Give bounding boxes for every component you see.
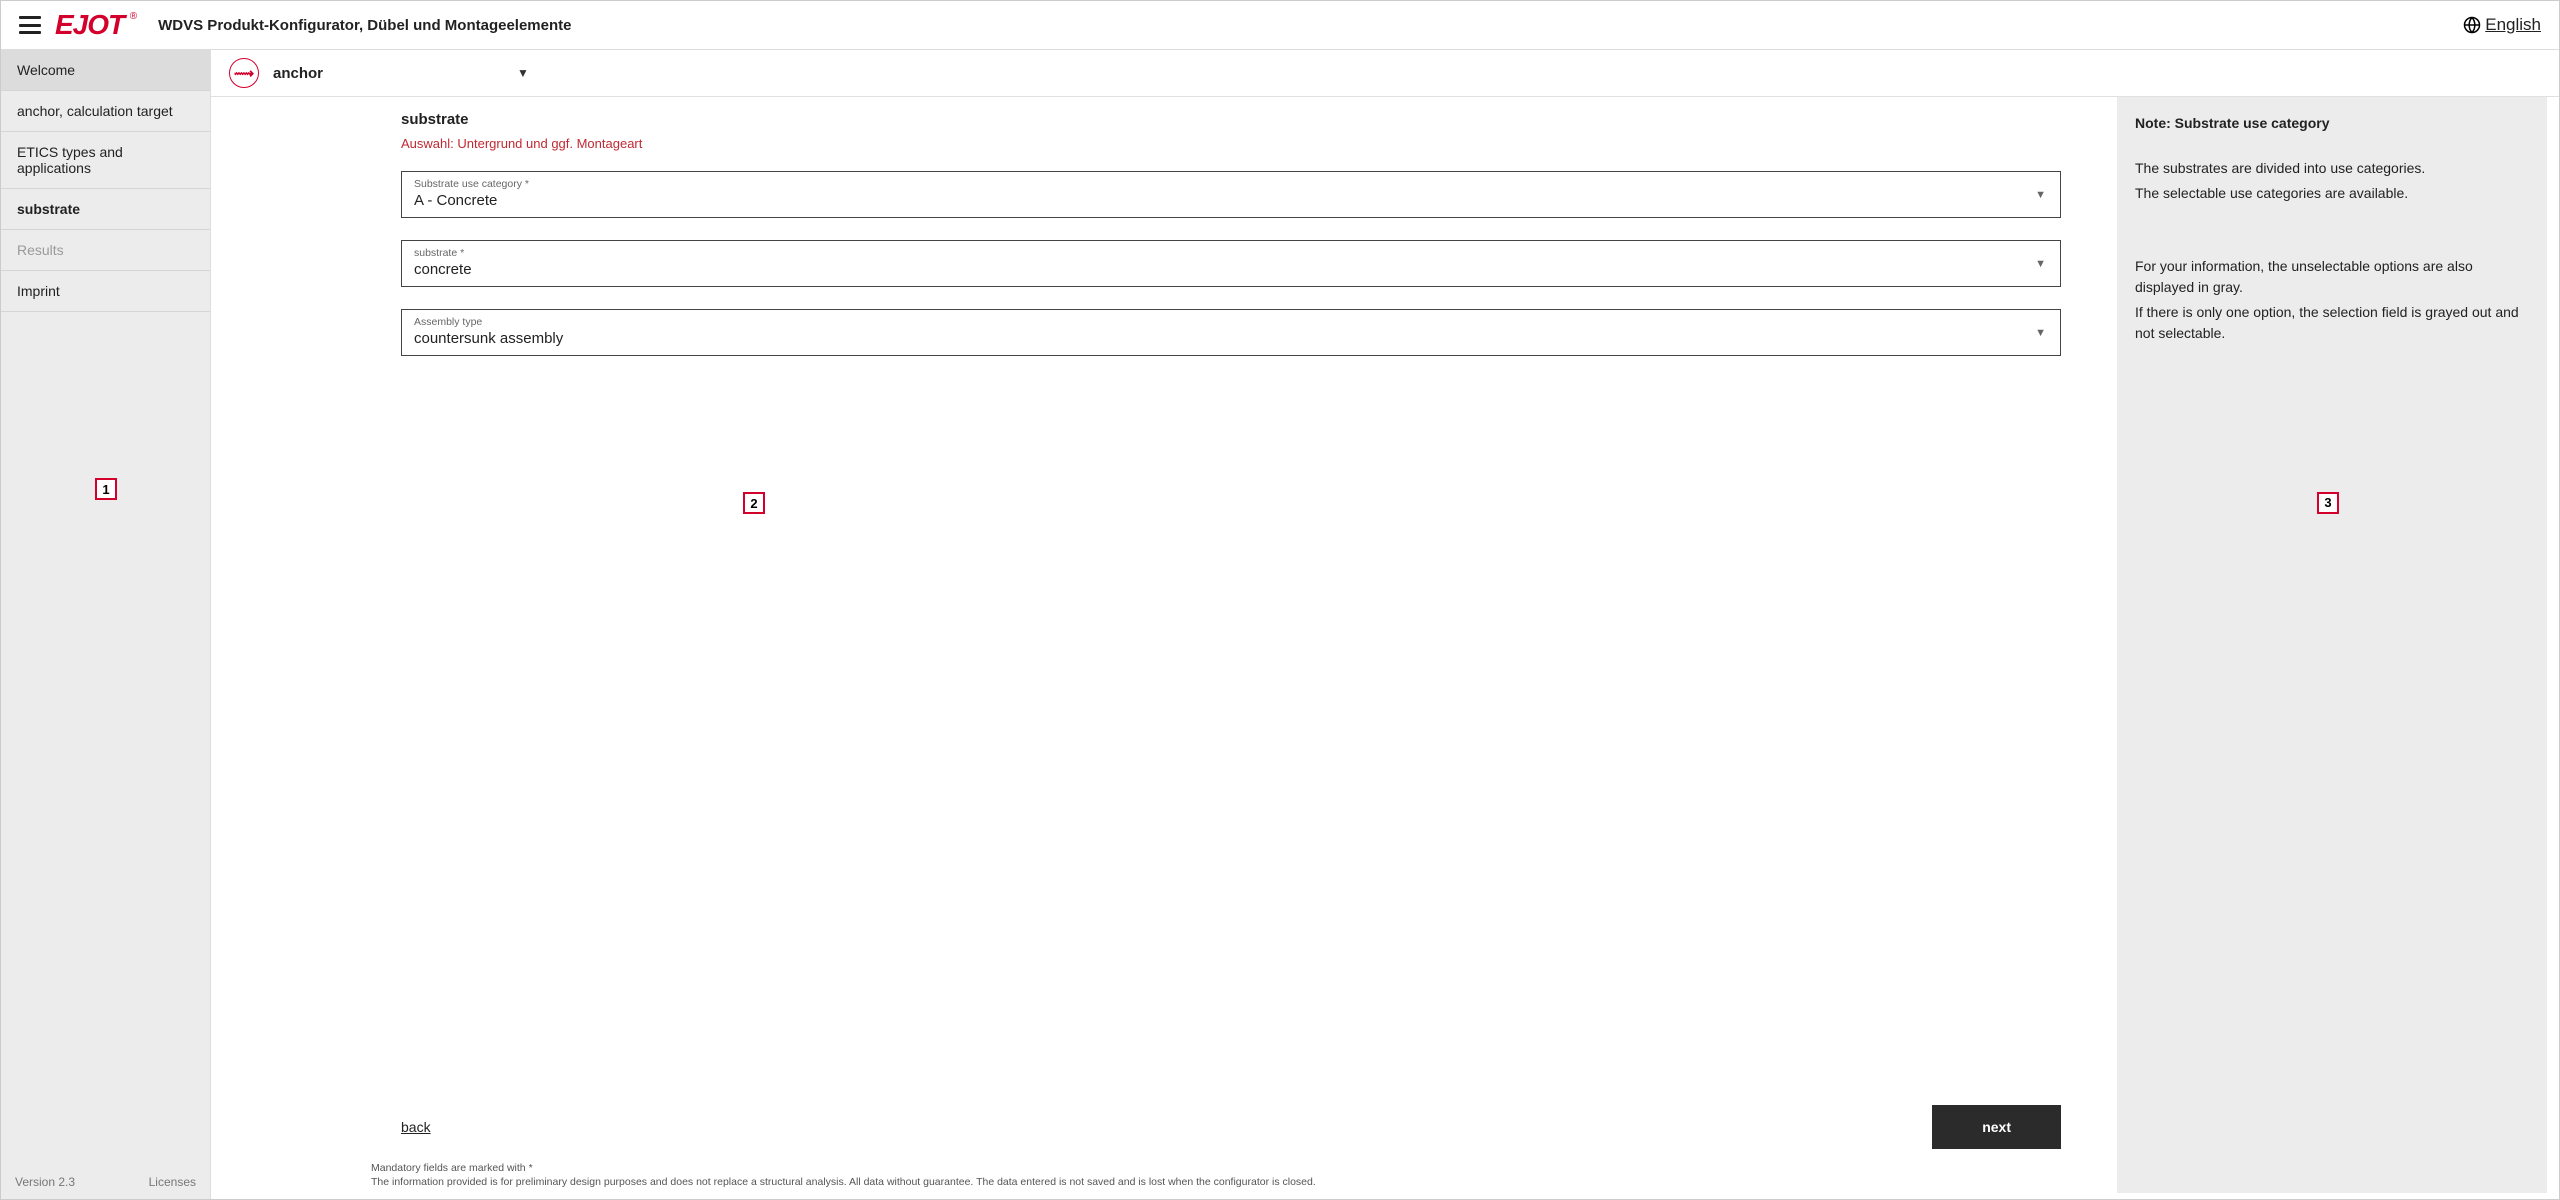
note-paragraph: The selectable use categories are availa… xyxy=(2135,183,2529,204)
select-substrate-category[interactable]: Substrate use category * A - Concrete ▼ xyxy=(401,171,2061,218)
sidebar: Welcome anchor, calculation target ETICS… xyxy=(1,50,211,1199)
note-paragraph: For your information, the unselectable o… xyxy=(2135,256,2529,298)
note-paragraph: If there is only one option, the selecti… xyxy=(2135,302,2529,344)
globe-icon xyxy=(2463,16,2481,34)
footnote-line: Mandatory fields are marked with * xyxy=(371,1161,2061,1175)
select-value: countersunk assembly xyxy=(414,330,2048,347)
note-title: Note: Substrate use category xyxy=(2135,113,2529,134)
menu-icon[interactable] xyxy=(19,16,41,34)
version-label: Version 2.3 xyxy=(15,1175,75,1189)
content-area: ⟿ anchor ▼ substrate Auswahl: Untergrund… xyxy=(211,50,2559,1199)
callout-3: 3 xyxy=(2317,492,2339,514)
panels-row: substrate Auswahl: Untergrund und ggf. M… xyxy=(211,97,2559,1199)
note-panel: Note: Substrate use category The substra… xyxy=(2117,97,2547,1193)
form-footnote: Mandatory fields are marked with * The i… xyxy=(371,1161,2061,1189)
select-label: substrate * xyxy=(414,247,2048,259)
next-button[interactable]: next xyxy=(1932,1105,2061,1149)
topbar-selected-label: anchor xyxy=(273,65,323,82)
select-label: Assembly type xyxy=(414,316,2048,328)
back-button[interactable]: back xyxy=(401,1109,431,1145)
sidebar-item-results: Results xyxy=(1,230,210,271)
select-value: A - Concrete xyxy=(414,192,2048,209)
select-substrate[interactable]: substrate * concrete ▼ xyxy=(401,240,2061,287)
note-paragraph: The substrates are divided into use cate… xyxy=(2135,158,2529,179)
callout-1: 1 xyxy=(95,478,117,500)
select-label: Substrate use category * xyxy=(414,178,2048,190)
sidebar-item-substrate[interactable]: substrate xyxy=(1,189,210,230)
chevron-down-icon: ▼ xyxy=(2035,327,2046,339)
header-left: EJOT WDVS Produkt-Konfigurator, Dübel un… xyxy=(19,9,571,41)
sidebar-footer: Version 2.3 Licenses xyxy=(1,1165,210,1199)
chevron-down-icon: ▼ xyxy=(2035,189,2046,201)
sidebar-item-imprint[interactable]: Imprint xyxy=(1,271,210,312)
select-assembly-type[interactable]: Assembly type countersunk assembly ▼ xyxy=(401,309,2061,356)
form-panel: substrate Auswahl: Untergrund und ggf. M… xyxy=(223,97,2099,1193)
language-selector[interactable]: English xyxy=(2463,15,2541,35)
topbar-dropdown-caret[interactable]: ▼ xyxy=(517,66,529,80)
form-actions: back next xyxy=(401,1075,2061,1149)
language-label: English xyxy=(2485,15,2541,35)
app-title: WDVS Produkt-Konfigurator, Dübel und Mon… xyxy=(158,17,571,34)
brand-logo: EJOT xyxy=(55,9,124,41)
sidebar-item-anchor-target[interactable]: anchor, calculation target xyxy=(1,91,210,132)
content-topbar: ⟿ anchor ▼ xyxy=(211,50,2559,97)
form-title: substrate xyxy=(401,111,2061,128)
select-value: concrete xyxy=(414,261,2048,278)
anchor-icon: ⟿ xyxy=(229,58,259,88)
app-header: EJOT WDVS Produkt-Konfigurator, Dübel un… xyxy=(1,1,2559,50)
sidebar-item-etics[interactable]: ETICS types and applications xyxy=(1,132,210,189)
licenses-link[interactable]: Licenses xyxy=(149,1175,196,1189)
footnote-line: The information provided is for prelimin… xyxy=(371,1175,2061,1189)
anchor-glyph-icon: ⟿ xyxy=(234,65,254,82)
callout-2: 2 xyxy=(743,492,765,514)
chevron-down-icon: ▼ xyxy=(2035,258,2046,270)
main-area: Welcome anchor, calculation target ETICS… xyxy=(1,50,2559,1199)
form-hint: Auswahl: Untergrund und ggf. Montageart xyxy=(401,136,2061,151)
sidebar-item-welcome[interactable]: Welcome xyxy=(1,50,210,91)
